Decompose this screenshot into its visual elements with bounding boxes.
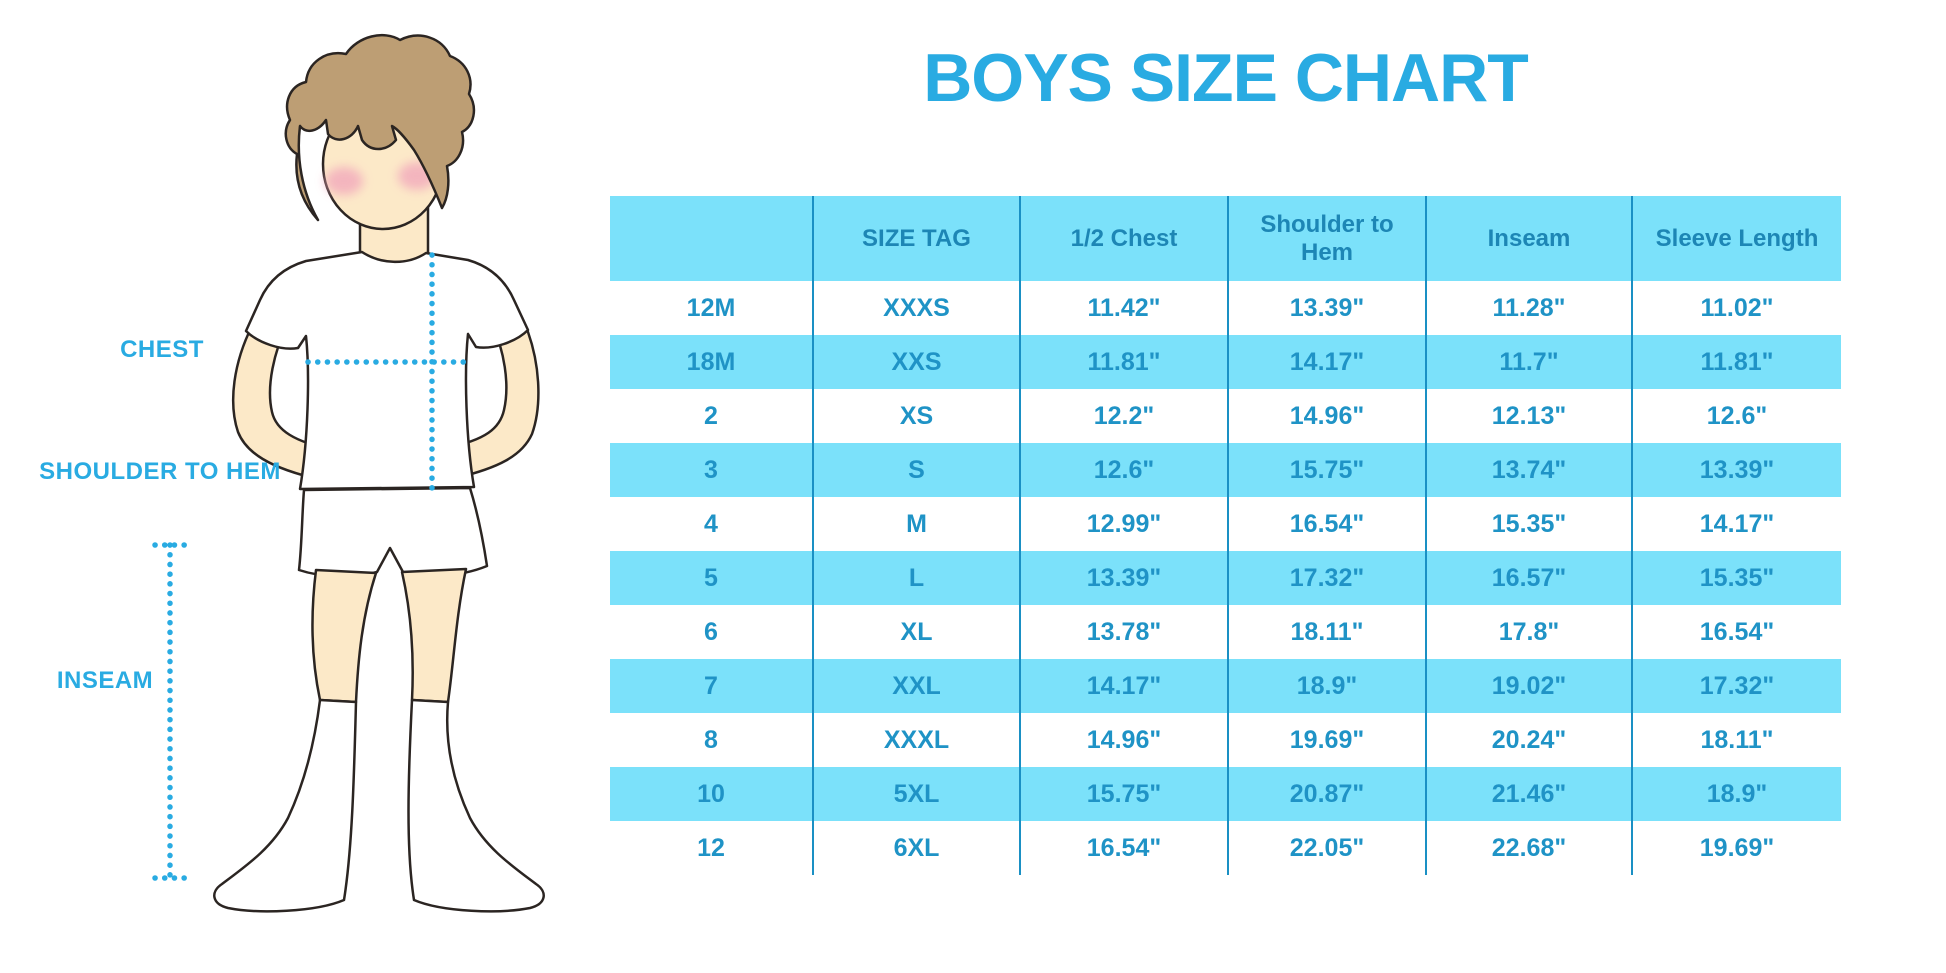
col-header-sleeve-length: Sleeve Length (1655, 224, 1819, 252)
table-cell: 11.02" (1700, 293, 1774, 322)
table-cell: 12.6" (1706, 401, 1768, 430)
table-cell: 13.78" (1021, 605, 1229, 659)
table-row: 6 XL 13.78" 18.11" 17.8" 16.54" (610, 605, 1841, 659)
table-cell: 11.7" (1427, 335, 1633, 389)
table-cell: 14.17" (1021, 659, 1229, 713)
row-label: 4 (610, 497, 814, 551)
inseam-label: INSEAM (56, 667, 154, 694)
table-cell: 17.32" (1699, 671, 1775, 700)
table-row: 10 5XL 15.75" 20.87" 21.46" 18.9" (610, 767, 1841, 821)
table-header-row: SIZE TAG 1/2 Chest Shoulder to Hem Insea… (610, 196, 1841, 281)
table-cell: 13.39" (1229, 281, 1427, 335)
table-cell: 21.46" (1427, 767, 1633, 821)
table-row: 18M XXS 11.81" 14.17" 11.7" 11.81" (610, 335, 1841, 389)
page-title: BOYS SIZE CHART (923, 40, 1529, 116)
table-row: 7 XXL 14.17" 18.9" 19.02" 17.32" (610, 659, 1841, 713)
table-cell: M (814, 497, 1021, 551)
size-table: SIZE TAG 1/2 Chest Shoulder to Hem Insea… (610, 196, 1841, 875)
table-row: 2 XS 12.2" 14.96" 12.13" 12.6" (610, 389, 1841, 443)
col-header-inseam: Inseam (1427, 196, 1633, 281)
row-label: 18M (610, 335, 814, 389)
table-cell: 12.13" (1427, 389, 1633, 443)
table-cell: 11.81" (1700, 347, 1774, 376)
col-header-size-tag: SIZE TAG (814, 196, 1021, 281)
table-cell: S (814, 443, 1021, 497)
table-cell: 14.17" (1699, 509, 1775, 538)
table-cell: 20.24" (1427, 713, 1633, 767)
table-cell: 19.69" (1699, 833, 1775, 862)
shoulder-to-hem-label: SHOULDER TO HEM (39, 458, 281, 485)
table-cell: 18.11" (1700, 725, 1774, 754)
table-cell: 6XL (814, 821, 1021, 875)
table-cell: 17.8" (1427, 605, 1633, 659)
table-row: 5 L 13.39" 17.32" 16.57" 15.35" (610, 551, 1841, 605)
table-cell: 19.69" (1229, 713, 1427, 767)
table-cell: 18.11" (1229, 605, 1427, 659)
table-cell: 11.28" (1427, 281, 1633, 335)
boy-leg-left (311, 568, 378, 704)
row-label: 12 (610, 821, 814, 875)
row-label: 6 (610, 605, 814, 659)
table-cell: 12.99" (1021, 497, 1229, 551)
table-cell: 12.6" (1021, 443, 1229, 497)
col-header-half-chest: 1/2 Chest (1021, 196, 1229, 281)
table-cell: XL (814, 605, 1021, 659)
table-row: 12 6XL 16.54" 22.05" 22.68" 19.69" (610, 821, 1841, 875)
table-cell: 15.35" (1427, 497, 1633, 551)
table-cell: 11.81" (1021, 335, 1229, 389)
table-cell: 17.32" (1229, 551, 1427, 605)
table-cell: 22.05" (1229, 821, 1427, 875)
boy-hair (284, 33, 476, 222)
col-header-shoulder-to-hem: Shoulder to Hem (1229, 196, 1427, 281)
boy-sock-left (213, 698, 358, 913)
col-header-blank (610, 196, 814, 281)
table-cell: 13.39" (1021, 551, 1229, 605)
table-row: 8 XXXL 14.96" 19.69" 20.24" 18.11" (610, 713, 1841, 767)
table-cell: 12.2" (1021, 389, 1229, 443)
table-cell: 16.54" (1699, 617, 1775, 646)
table-cell: 14.96" (1229, 389, 1427, 443)
table-cell: 5XL (814, 767, 1021, 821)
row-label: 8 (610, 713, 814, 767)
chest-label: CHEST (120, 336, 204, 363)
table-row: 4 M 12.99" 16.54" 15.35" 14.17" (610, 497, 1841, 551)
table-cell: 16.54" (1229, 497, 1427, 551)
boy-arm-right (444, 300, 540, 480)
table-cell: 20.87" (1229, 767, 1427, 821)
table-cell: 15.75" (1021, 767, 1229, 821)
boy-tshirt (244, 250, 530, 491)
row-label: 3 (610, 443, 814, 497)
table-cell: 18.9" (1706, 779, 1768, 808)
row-label: 5 (610, 551, 814, 605)
table-cell: 13.74" (1427, 443, 1633, 497)
row-label: 12M (610, 281, 814, 335)
table-cell: XXXS (814, 281, 1021, 335)
table-cell: 19.02" (1427, 659, 1633, 713)
row-label: 10 (610, 767, 814, 821)
table-cell: XXS (814, 335, 1021, 389)
table-cell: 14.17" (1229, 335, 1427, 389)
table-cell: L (814, 551, 1021, 605)
boy-figure-illustration (152, 33, 545, 913)
table-cell: 18.9" (1229, 659, 1427, 713)
table-cell: 16.54" (1021, 821, 1229, 875)
boy-cheek-left (325, 167, 363, 195)
table-cell: 13.39" (1699, 455, 1775, 484)
table-cell: 16.57" (1427, 551, 1633, 605)
table-cell: 22.68" (1427, 821, 1633, 875)
table-cell: XS (814, 389, 1021, 443)
boy-shorts (297, 486, 489, 578)
row-label: 7 (610, 659, 814, 713)
row-label: 2 (610, 389, 814, 443)
table-cell: XXXL (814, 713, 1021, 767)
table-row: 3 S 12.6" 15.75" 13.74" 13.39" (610, 443, 1841, 497)
table-cell: 15.35" (1699, 563, 1775, 592)
boy-sock-right (407, 698, 545, 913)
table-cell: XXL (814, 659, 1021, 713)
table-cell: 11.42" (1021, 281, 1229, 335)
table-cell: 14.96" (1021, 713, 1229, 767)
table-cell: 15.75" (1229, 443, 1427, 497)
boy-leg-right (400, 567, 468, 704)
table-row: 12M XXXS 11.42" 13.39" 11.28" 11.02" (610, 281, 1841, 335)
